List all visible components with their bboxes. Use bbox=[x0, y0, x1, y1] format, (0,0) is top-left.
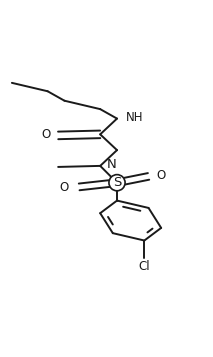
Text: NH: NH bbox=[125, 111, 143, 124]
Text: O: O bbox=[157, 169, 166, 182]
Text: Cl: Cl bbox=[138, 260, 150, 273]
Text: N: N bbox=[106, 159, 116, 171]
Text: O: O bbox=[60, 181, 69, 194]
Text: S: S bbox=[113, 176, 121, 189]
Text: O: O bbox=[41, 128, 50, 141]
